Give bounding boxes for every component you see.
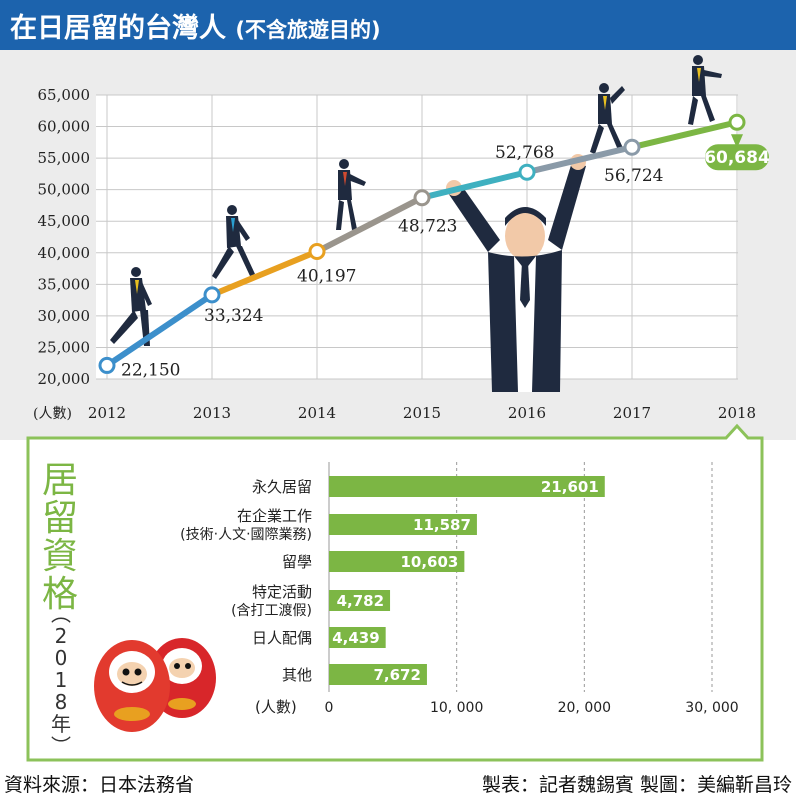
line-chart-y-unit: (人數) bbox=[33, 406, 72, 422]
line-segment bbox=[209, 248, 320, 298]
bar-value-label: 7,672 bbox=[373, 666, 420, 684]
bar-category-label: 永久居留 bbox=[252, 478, 312, 496]
title-subtitle: (不含旅遊目的) bbox=[235, 18, 381, 42]
title-main: 在日居留的台灣人 bbox=[10, 13, 226, 44]
bar-chart-x-ticks: 0 10, 000 20, 000 30, 000 bbox=[325, 700, 739, 716]
line-chart-points bbox=[98, 113, 746, 374]
bar-category-label: 日人配偶 bbox=[252, 629, 312, 647]
line-chart-y-ticks: 20,000 25,000 30,000 35,000 40,000 45,000 50,0… bbox=[38, 86, 91, 388]
bar-value-label: 4,439 bbox=[332, 629, 379, 647]
bar-category-sublabel: (含打工渡假) bbox=[231, 602, 312, 619]
highlight-pointer bbox=[731, 134, 743, 149]
bar-x-tick-label: 30, 000 bbox=[685, 700, 738, 716]
line-segment bbox=[104, 291, 215, 369]
line-point bbox=[728, 113, 746, 131]
line-y-tick-label: 25,000 bbox=[38, 338, 91, 356]
bar-value-label: 10,603 bbox=[400, 553, 458, 571]
bar bbox=[329, 551, 465, 572]
line-point bbox=[518, 163, 536, 181]
line-y-tick-label: 40,000 bbox=[38, 244, 91, 262]
line-chart-grid bbox=[96, 94, 738, 380]
bar-category-label: 其他 bbox=[282, 666, 312, 684]
bar bbox=[329, 514, 477, 535]
bar-x-tick-label: 10, 000 bbox=[430, 700, 483, 716]
line-data-label: 56,724 bbox=[604, 166, 663, 186]
line-y-tick-label: 30,000 bbox=[38, 307, 91, 325]
bar-category-label: 留學 bbox=[282, 553, 312, 571]
line-point bbox=[98, 356, 116, 374]
highlight-badge bbox=[705, 144, 769, 171]
bar-x-tick-label: 0 bbox=[325, 700, 334, 716]
lifting-man-icon bbox=[446, 154, 586, 392]
line-y-tick-label: 20,000 bbox=[38, 370, 91, 388]
bar bbox=[329, 476, 605, 497]
line-y-tick-label: 50,000 bbox=[38, 181, 91, 199]
bar-chart-unit: (人數) bbox=[255, 698, 297, 716]
credit-note: 製表：記者魏錫賓 製圖：美編靳昌玲 bbox=[481, 774, 792, 796]
line-segment bbox=[524, 144, 635, 176]
line-segment bbox=[314, 194, 425, 255]
bar bbox=[329, 664, 427, 685]
businessman-figures bbox=[110, 55, 722, 392]
line-y-tick-label: 55,000 bbox=[38, 149, 91, 167]
line-chart-x-ticks: 2012 2013 2014 2015 2016 2017 2018 bbox=[88, 404, 756, 422]
line-x-tick-label: 2012 bbox=[88, 404, 126, 422]
line-x-tick-label: 2013 bbox=[193, 404, 231, 422]
line-data-label: 33,324 bbox=[204, 306, 263, 326]
line-plot-area bbox=[96, 95, 738, 379]
bar-category-label: 在企業工作 bbox=[237, 507, 312, 525]
walking-man-3-icon bbox=[336, 159, 366, 230]
bar-category-sublabel: (技術‧人文‧國際業務) bbox=[180, 527, 312, 543]
highlight-value: 60,684 bbox=[704, 148, 770, 168]
line-x-tick-label: 2016 bbox=[508, 404, 546, 422]
line-point bbox=[308, 243, 326, 261]
source-note: 資料來源：日本法務省 bbox=[4, 774, 195, 796]
line-x-tick-label: 2014 bbox=[298, 404, 336, 422]
bar-chart-grid bbox=[328, 462, 713, 692]
qualification-year: ︵ 2 0 1 8 年 ︶ bbox=[51, 602, 71, 758]
header-bar: 在日居留的台灣人 (不含旅遊目的) bbox=[0, 0, 796, 50]
line-y-tick-label: 60,000 bbox=[38, 118, 91, 136]
bar-value-label: 11,587 bbox=[413, 516, 471, 534]
bar-chart-bars: 21,601 11,587 10,603 4,782 4,439 7,672 bbox=[329, 476, 605, 685]
walking-man-5-icon bbox=[688, 55, 722, 125]
line-data-label: 40,197 bbox=[297, 267, 356, 287]
line-x-tick-label: 2017 bbox=[613, 404, 651, 422]
line-x-tick-label: 2015 bbox=[403, 404, 441, 422]
bar bbox=[329, 627, 386, 648]
bar-value-label: 21,601 bbox=[541, 478, 599, 496]
line-data-label: 22,150 bbox=[121, 360, 180, 380]
page-title: 在日居留的台灣人 (不含旅遊目的) bbox=[10, 6, 381, 45]
line-point bbox=[623, 138, 641, 156]
line-segment bbox=[629, 119, 740, 151]
walking-man-2-icon bbox=[212, 205, 255, 279]
line-data-label: 48,723 bbox=[398, 217, 457, 237]
walking-man-1-icon bbox=[110, 267, 152, 346]
line-point bbox=[413, 189, 431, 207]
bar-value-label: 4,782 bbox=[337, 592, 384, 610]
bar-category-label: 特定活動 bbox=[252, 583, 312, 601]
line-chart-series bbox=[104, 119, 740, 369]
bar bbox=[329, 590, 391, 611]
line-y-tick-label: 35,000 bbox=[38, 275, 91, 293]
line-y-tick-label: 65,000 bbox=[38, 86, 91, 104]
line-chart-data-labels: 22,150 33,324 40,197 48,723 52,768 56,724 60,6… bbox=[121, 134, 770, 380]
walking-man-4-icon bbox=[590, 83, 625, 154]
line-point bbox=[203, 286, 221, 304]
line-y-tick-label: 45,000 bbox=[38, 212, 91, 230]
qualification-title: 居留資格 bbox=[41, 460, 78, 615]
line-data-label: 52,768 bbox=[495, 143, 554, 163]
bar-x-tick-label: 20, 000 bbox=[558, 700, 611, 716]
line-x-tick-label: 2018 bbox=[718, 404, 756, 422]
line-segment bbox=[419, 169, 530, 201]
daruma-dolls-icon bbox=[94, 638, 216, 732]
